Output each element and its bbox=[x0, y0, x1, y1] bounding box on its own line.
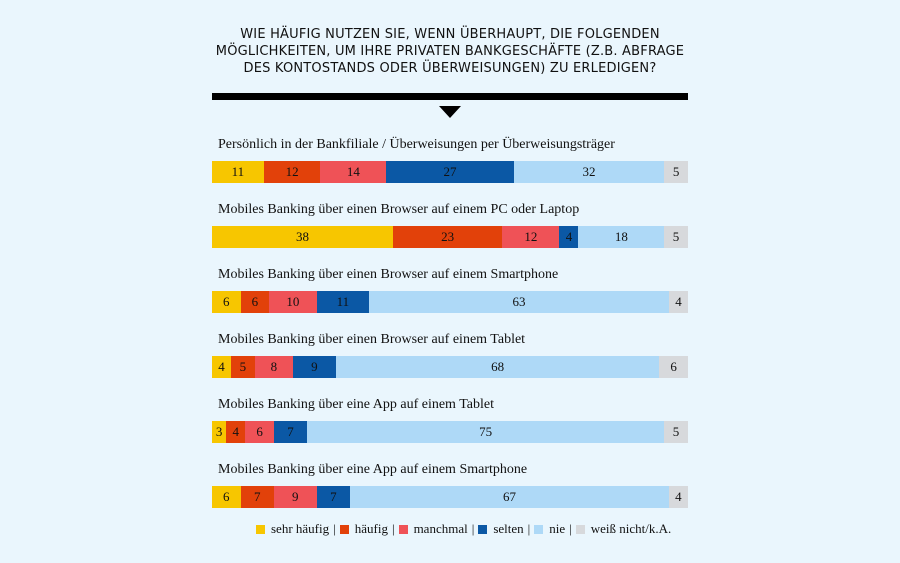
bar-segment: 63 bbox=[369, 291, 669, 313]
legend-separator: | bbox=[527, 521, 531, 536]
row-label: Mobiles Banking über einen Browser auf e… bbox=[218, 202, 580, 217]
stacked-bar: 38 23 12 4 18 5 bbox=[212, 226, 688, 248]
stacked-bar: 4 5 8 9 68 6 bbox=[212, 356, 688, 378]
bar-segment: 18 bbox=[578, 226, 665, 248]
legend-item: weiß nicht/k.A. bbox=[575, 521, 672, 537]
row-label: Persönlich in der Bankfiliale / Überweis… bbox=[218, 137, 615, 152]
bar-segment: 9 bbox=[273, 486, 317, 508]
legend-swatch bbox=[575, 524, 585, 534]
bar-segment: 6 bbox=[212, 486, 241, 508]
pointer-triangle-icon bbox=[439, 106, 461, 118]
legend-item: häufig bbox=[339, 521, 388, 537]
bar-segment: 38 bbox=[212, 226, 393, 248]
legend-separator: | bbox=[391, 521, 395, 536]
bar-segment: 7 bbox=[273, 421, 308, 443]
legend-label: nie bbox=[549, 521, 566, 536]
bar-segment: 6 bbox=[212, 291, 241, 313]
legend-label: selten bbox=[493, 521, 524, 536]
bar-segment: 12 bbox=[502, 226, 560, 248]
row-label: Mobiles Banking über eine App auf einem … bbox=[218, 397, 494, 412]
bar-segment: 5 bbox=[664, 421, 688, 443]
title-line-3: DES KONTOSTANDS ODER ÜBERWEISUNGEN) ZU E… bbox=[243, 61, 657, 76]
row-label: Mobiles Banking über einen Browser auf e… bbox=[218, 267, 559, 282]
bar-segment: 12 bbox=[263, 161, 321, 183]
legend-label: manchmal bbox=[413, 521, 468, 536]
bar-segment: 9 bbox=[292, 356, 336, 378]
stacked-bar: 3 4 6 7 75 5 bbox=[212, 421, 688, 443]
legend-swatch bbox=[478, 524, 488, 534]
bar-segment: 27 bbox=[386, 161, 514, 183]
bar-segment: 8 bbox=[254, 356, 293, 378]
bar-segment: 6 bbox=[245, 421, 274, 443]
legend-separator: | bbox=[569, 521, 572, 536]
legend-item: selten bbox=[478, 521, 524, 537]
stacked-bar: 6 6 10 11 63 4 bbox=[212, 291, 688, 313]
bar-segment: 4 bbox=[559, 226, 579, 248]
title-line-2: MÖGLICHKEITEN, UM IHRE PRIVATEN BANKGESC… bbox=[215, 44, 685, 59]
bar-segment: 14 bbox=[320, 161, 387, 183]
bar-segment: 10 bbox=[269, 291, 317, 313]
legend-item: sehr häufig bbox=[256, 521, 329, 537]
legend-swatch bbox=[339, 524, 349, 534]
bar-segment: 5 bbox=[231, 356, 255, 378]
legend-label: weiß nicht/k.A. bbox=[590, 521, 672, 536]
legend-separator: | bbox=[471, 521, 475, 536]
bar-segment: 7 bbox=[316, 486, 350, 508]
legend-swatch bbox=[534, 524, 544, 534]
legend-swatch bbox=[256, 524, 265, 534]
legend: sehr häufig | häufig | manchmal | selten | nie | w… bbox=[256, 521, 671, 537]
bar-segment: 11 bbox=[316, 291, 370, 313]
title-line-1: WIE HÄUFIG NUTZEN SIE, WENN ÜBERHAUPT, D… bbox=[240, 27, 660, 42]
bar-segment: 4 bbox=[212, 356, 232, 378]
legend-item: nie bbox=[534, 521, 565, 537]
legend-item: manchmal bbox=[398, 521, 468, 537]
bar-segment: 5 bbox=[664, 226, 688, 248]
bar-segment: 75 bbox=[307, 421, 665, 443]
bar-segment: 3 bbox=[212, 421, 227, 443]
bar-segment: 4 bbox=[226, 421, 246, 443]
stacked-bar: 6 7 9 7 67 4 bbox=[212, 486, 688, 508]
bar-segment: 67 bbox=[350, 486, 669, 508]
bar-segment: 4 bbox=[668, 291, 688, 313]
legend-swatch bbox=[398, 524, 408, 534]
bar-segment: 4 bbox=[668, 486, 688, 508]
stacked-bar: 11 12 14 27 32 5 bbox=[212, 161, 688, 183]
row-label: Mobiles Banking über eine App auf einem … bbox=[218, 462, 528, 477]
legend-separator: | bbox=[333, 521, 336, 536]
bar-segment: 7 bbox=[240, 486, 274, 508]
bar-segment: 23 bbox=[392, 226, 503, 248]
legend-label: häufig bbox=[354, 521, 388, 536]
title-divider bbox=[212, 93, 688, 100]
bar-segment: 6 bbox=[240, 291, 270, 313]
bar-segment: 11 bbox=[212, 161, 264, 183]
bar-segment: 68 bbox=[335, 356, 660, 378]
bar-segment: 32 bbox=[513, 161, 665, 183]
legend-label: sehr häufig bbox=[271, 521, 330, 536]
chart-title: WIE HÄUFIG NUTZEN SIE, WENN ÜBERHAUPT, D… bbox=[212, 26, 688, 77]
bar-segment: 5 bbox=[664, 161, 688, 183]
row-label: Mobiles Banking über einen Browser auf e… bbox=[218, 332, 526, 347]
bar-segment: 6 bbox=[659, 356, 688, 378]
